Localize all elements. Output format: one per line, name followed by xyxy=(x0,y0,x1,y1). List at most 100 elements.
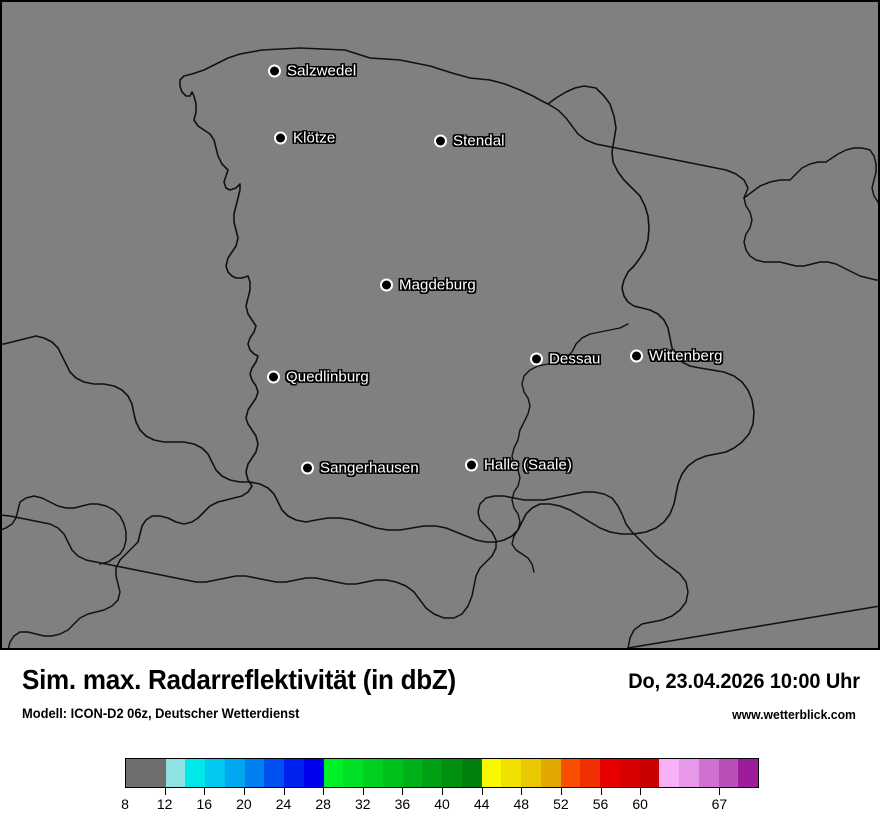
caption-row: Sim. max. Radarreflektivität (in dbZ) Mo… xyxy=(0,650,880,740)
colorbar-bin-29 xyxy=(698,759,719,787)
colorbar-tick xyxy=(640,788,642,795)
colorbar-tick xyxy=(283,788,285,795)
city-label: Quedlinburg xyxy=(286,368,369,386)
city-dot-icon xyxy=(632,351,641,361)
city-state-border-berlin xyxy=(743,147,880,215)
city-dot-icon xyxy=(270,66,279,76)
colorbar-tick xyxy=(323,788,325,795)
city-marker-magdeburg[interactable]: Magdeburg xyxy=(382,277,476,294)
colorbar-legend[interactable]: 8 12 16 20 24 28 32 36 40 44 48 52 56 60 67 xyxy=(121,758,759,816)
city-dot-icon xyxy=(269,372,278,382)
city-dot-icon xyxy=(276,133,285,143)
title-block: Sim. max. Radarreflektivität (in dbZ) Mo… xyxy=(22,664,489,722)
colorbar-gradient[interactable] xyxy=(125,758,759,788)
city-label: Salzwedel xyxy=(287,62,357,80)
colorbar-bin-26 xyxy=(639,759,660,787)
district-border-saale xyxy=(511,429,535,573)
colorbar-tick xyxy=(243,788,245,795)
colorbar-bin-2 xyxy=(165,759,186,787)
colorbar-tick xyxy=(442,788,443,795)
colorbar-tick xyxy=(204,788,206,795)
city-label: Wittenberg xyxy=(649,347,723,365)
colorbar-bin-19 xyxy=(501,759,521,787)
colorbar-ticks xyxy=(125,788,759,796)
colorbar-tick-label: 16 xyxy=(196,796,213,812)
city-label: Stendal xyxy=(453,132,505,150)
colorbar-tick xyxy=(362,788,364,795)
colorbar-tick-label: 20 xyxy=(236,796,252,812)
colorbar-bin-16 xyxy=(442,759,462,787)
model-subtitle: Modell: ICON-D2 06z, Deutscher Wetterdie… xyxy=(22,705,300,721)
colorbar-tick xyxy=(521,788,523,795)
colorbar-bin-22 xyxy=(560,759,581,787)
state-border-south-east-spur xyxy=(627,605,880,649)
map-borders-svg xyxy=(0,47,880,650)
district-border-saale-north xyxy=(519,323,629,431)
colorbar-bin-18 xyxy=(481,759,502,787)
colorbar-bin-7 xyxy=(264,759,284,787)
colorbar-bin-4 xyxy=(205,759,225,787)
city-label: Dessau xyxy=(549,350,601,368)
valid-datetime: Do, 23.04.2026 10:00 Uhr xyxy=(628,670,860,693)
city-dot-icon xyxy=(467,460,476,470)
colorbar-tick xyxy=(402,788,404,795)
colorbar-bin-15 xyxy=(422,759,442,787)
city-marker-quedlinburg[interactable]: Quedlinburg xyxy=(269,369,369,386)
colorbar-bin-0 xyxy=(126,759,146,787)
colorbar-bin-24 xyxy=(600,759,620,787)
city-label: Sangerhausen xyxy=(320,459,419,477)
colorbar-tick-label: 56 xyxy=(592,796,609,812)
colorbar-tick-label: 24 xyxy=(275,796,292,812)
city-marker-halle-saale[interactable]: Halle (Saale) xyxy=(467,457,572,474)
colorbar-bin-17 xyxy=(461,759,482,787)
colorbar-bin-6 xyxy=(244,759,265,787)
colorbar-tick-label: 67 xyxy=(711,796,728,812)
colorbar-tick-labels: 8 12 16 20 24 28 32 36 40 44 48 52 56 60 67 xyxy=(121,796,759,816)
colorbar-bin-8 xyxy=(284,759,304,787)
colorbar-tick-label: 12 xyxy=(156,796,173,812)
district-border-southwest xyxy=(0,335,37,345)
colorbar-tick-label: 28 xyxy=(315,796,331,812)
city-marker-stendal[interactable]: Stendal xyxy=(436,133,505,150)
meta-block: Do, 23.04.2026 10:00 Uhr www.wetterblick… xyxy=(616,670,860,722)
colorbar-bin-12 xyxy=(363,759,383,787)
radar-map-panel[interactable]: Salzwedel Klötze Stendal Magdeburg Dessa… xyxy=(0,0,880,650)
city-dot-icon xyxy=(532,354,541,364)
colorbar-bin-9 xyxy=(303,759,324,787)
colorbar-bin-5 xyxy=(224,759,245,787)
city-label: Klötze xyxy=(293,129,336,147)
colorbar-bin-27 xyxy=(659,759,679,787)
city-label: Halle (Saale) xyxy=(484,456,573,474)
colorbar-bin-31 xyxy=(738,759,758,787)
city-marker-kloetze[interactable]: Klötze xyxy=(276,130,335,147)
colorbar-bin-1 xyxy=(145,759,166,787)
colorbar-tick-label: 36 xyxy=(394,796,411,812)
colorbar-tick-label: 32 xyxy=(354,796,371,812)
footer-panel: Sim. max. Radarreflektivität (in dbZ) Mo… xyxy=(0,650,880,830)
colorbar-tick xyxy=(164,788,166,795)
district-border-harz-west xyxy=(0,495,127,565)
colorbar-bin-21 xyxy=(540,759,561,787)
city-state-border-berlin-south xyxy=(743,197,880,281)
city-marker-dessau[interactable]: Dessau xyxy=(532,351,600,368)
city-label: Magdeburg xyxy=(399,276,476,294)
city-marker-sangerhausen[interactable]: Sangerhausen xyxy=(303,460,419,477)
city-dot-icon xyxy=(303,463,312,473)
colorbar-bin-23 xyxy=(580,759,600,787)
colorbar-tick-label: 40 xyxy=(434,796,450,812)
city-marker-wittenberg[interactable]: Wittenberg xyxy=(632,348,723,365)
colorbar-bin-13 xyxy=(382,759,403,787)
colorbar-bin-11 xyxy=(343,759,363,787)
colorbar-bin-20 xyxy=(521,759,541,787)
city-marker-salzwedel[interactable]: Salzwedel xyxy=(270,63,356,80)
state-border-northeast xyxy=(547,103,749,199)
district-border-harz-south xyxy=(7,541,139,650)
colorbar-bin-10 xyxy=(323,759,344,787)
page-title: Sim. max. Radarreflektivität (in dbZ) xyxy=(22,664,456,695)
colorbar-tick-label: 48 xyxy=(513,796,530,812)
colorbar-tick xyxy=(560,788,562,795)
city-dot-icon xyxy=(382,280,391,290)
colorbar-tick xyxy=(600,788,602,795)
colorbar-tick-label: 60 xyxy=(632,796,648,812)
